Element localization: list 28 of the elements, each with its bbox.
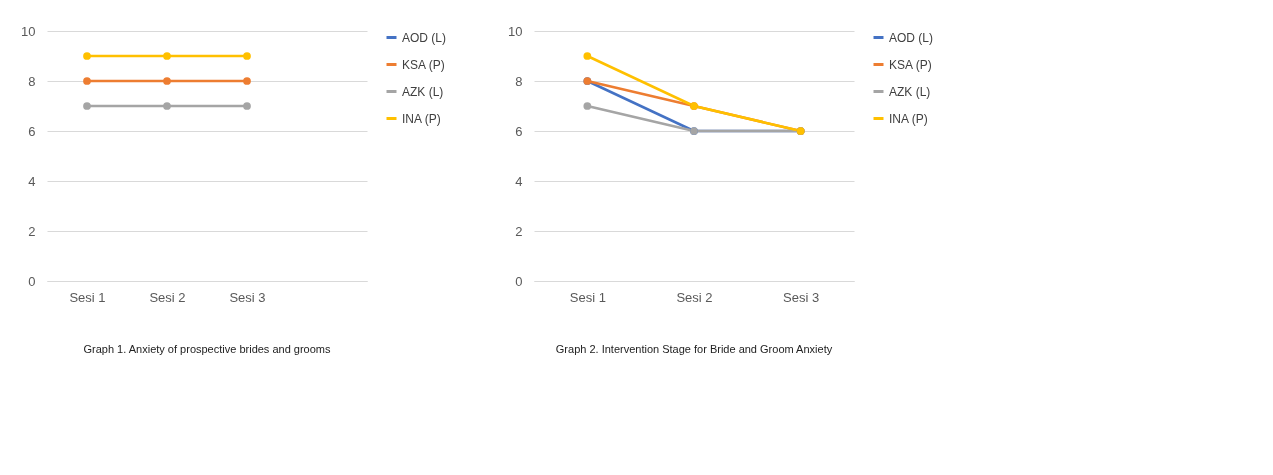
- y-tick-label: 6: [28, 123, 36, 139]
- legend-label: AOD (L): [889, 30, 934, 45]
- x-tick-label: Sesi 2: [149, 289, 186, 305]
- text: Graph 1. Anxiety of prospective brides and grooms: [83, 343, 332, 355]
- x-tick-label: Sesi 3: [229, 289, 266, 305]
- y-tick-label: 0: [28, 273, 36, 289]
- legend-label: AZK (L): [402, 84, 444, 99]
- legend-label: KSA (P): [402, 57, 445, 72]
- y-tick-label: 4: [28, 173, 36, 189]
- y-tick-label: 2: [28, 223, 36, 239]
- y-tick-label: 2: [515, 223, 523, 239]
- legend-label: INA (P): [402, 111, 441, 126]
- x-tick-label: Sesi 1: [69, 289, 106, 305]
- x-tick-label: Sesi 2: [676, 289, 713, 305]
- legend-label: INA (P): [889, 111, 928, 126]
- y-tick-label: 8: [515, 73, 523, 89]
- y-tick-label: 10: [21, 23, 36, 39]
- legend-label: KSA (P): [889, 57, 932, 72]
- y-tick-label: 8: [28, 73, 36, 89]
- y-tick-label: 10: [508, 23, 523, 39]
- y-tick-label: 4: [515, 173, 523, 189]
- legend-label: AZK (L): [889, 84, 931, 99]
- legend-label: AOD (L): [402, 30, 447, 45]
- y-tick-label: 6: [515, 123, 523, 139]
- text: Graph 2. Intervention Stage for Bride and Groom Anxiety: [555, 343, 833, 355]
- x-tick-label: Sesi 3: [783, 289, 820, 305]
- y-tick-label: 0: [515, 273, 523, 289]
- x-tick-label: Sesi 1: [569, 289, 606, 305]
